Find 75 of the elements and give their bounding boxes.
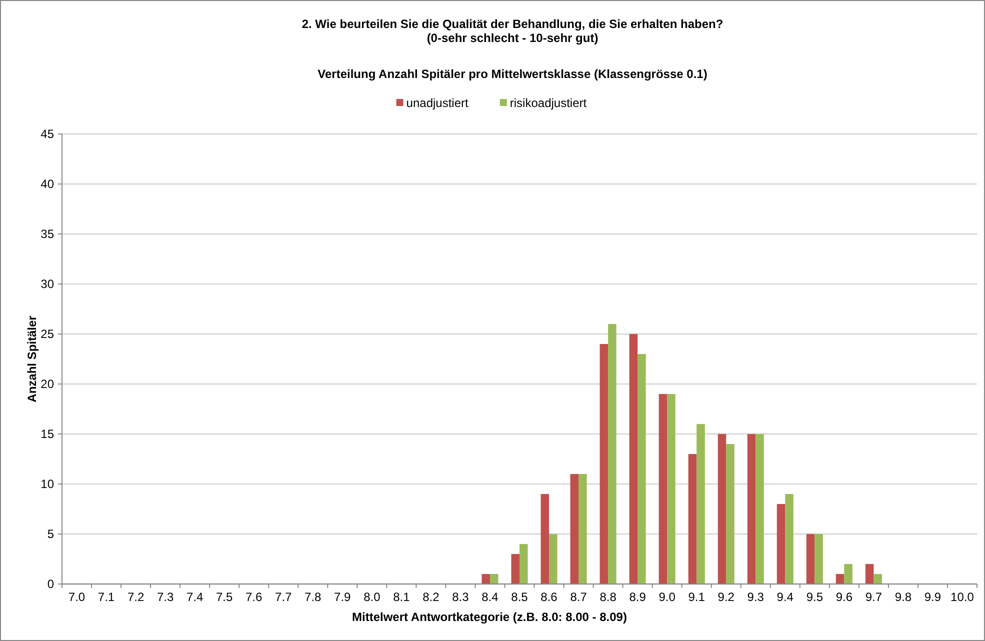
y-tick-label: 10 — [40, 477, 54, 491]
x-tick-label: 7.9 — [334, 590, 352, 604]
bar — [570, 474, 579, 584]
bar — [696, 424, 705, 584]
bar — [608, 324, 616, 584]
y-tick-label: 45 — [40, 127, 54, 141]
y-tick-label: 5 — [47, 527, 54, 541]
bar — [776, 504, 786, 584]
x-tick-label: 9.2 — [718, 590, 735, 604]
x-tick-label: 8.9 — [629, 590, 646, 604]
legend-label: risikoadjustiert — [510, 96, 588, 110]
bar — [638, 354, 646, 584]
x-tick-label: 7.4 — [186, 590, 204, 604]
chart-title: 2. Wie beurteilen Sie die Qualität der Behandlung, die Sie erhalten haben? (0-sehr schlecht - 10-sehr gut) — [302, 17, 724, 45]
y-tick-label: 40 — [40, 177, 54, 191]
x-tick-label: 9.6 — [836, 590, 853, 604]
bar — [785, 494, 794, 584]
x-tick-label: 9.3 — [747, 590, 764, 604]
x-tick-label: 9.5 — [806, 590, 824, 604]
bar — [806, 534, 815, 584]
bar — [814, 534, 823, 584]
bar — [629, 334, 638, 584]
x-tick-label: 9.8 — [894, 590, 912, 604]
x-tick-label: 8.5 — [511, 590, 528, 604]
chart-subtitle: Verteilung Anzahl Spitäler pro Mittelwertsklasse (Klassengrösse 0.1) — [318, 67, 708, 81]
x-tick-label: 7.6 — [246, 590, 263, 604]
bar — [844, 564, 852, 584]
x-tick-label: 8.3 — [452, 590, 470, 604]
x-tick-label: 9.1 — [688, 590, 706, 604]
y-axis-title: Anzahl Spitäler — [25, 315, 39, 402]
bar — [718, 434, 726, 584]
x-tick-label: 9.0 — [658, 590, 676, 604]
x-tick-label: 10.0 — [950, 590, 974, 604]
bar — [578, 474, 587, 584]
x-axis-title: Mittelwert Antwortkategorie (z.B. 8.0: 8.00 - 8.09) — [352, 610, 627, 624]
legend-label: unadjustiert — [406, 96, 470, 110]
x-tick-label: 9.4 — [776, 590, 794, 604]
bar — [520, 544, 528, 584]
x-tick-label: 9.7 — [865, 590, 882, 604]
y-tick-label: 35 — [40, 227, 54, 241]
bar — [482, 574, 490, 584]
x-tick-label: 8.1 — [393, 590, 410, 604]
bar — [549, 534, 558, 584]
x-tick-label: 7.1 — [98, 590, 115, 604]
x-tick-label: 7.7 — [275, 590, 292, 604]
x-tick-label: 7.0 — [68, 590, 86, 604]
bar — [865, 564, 874, 584]
bar — [540, 494, 550, 584]
x-tick-label: 8.0 — [364, 590, 381, 604]
x-tick-label: 8.4 — [482, 590, 499, 604]
bar — [747, 434, 756, 584]
x-tick-label: 8.2 — [422, 590, 440, 604]
x-tick-label: 8.7 — [570, 590, 588, 604]
bar — [658, 394, 668, 584]
x-tick-label: 7.8 — [304, 590, 322, 604]
bar — [667, 394, 676, 584]
x-tick-label: 8.6 — [540, 590, 558, 604]
bar — [490, 574, 498, 584]
x-tick-label: 9.9 — [924, 590, 942, 604]
bar — [726, 444, 734, 584]
bar — [600, 344, 608, 584]
bar — [756, 434, 764, 584]
y-tick-label: 30 — [40, 277, 54, 291]
bar — [874, 574, 882, 584]
x-tick-label: 7.5 — [216, 590, 234, 604]
y-tick-label: 0 — [47, 577, 54, 591]
bar — [688, 454, 697, 584]
bar — [511, 554, 520, 584]
bar — [836, 574, 844, 584]
x-tick-label: 7.2 — [127, 590, 144, 604]
x-tick-label: 8.8 — [600, 590, 617, 604]
y-tick-label: 15 — [40, 427, 54, 441]
x-tick-label: 7.3 — [156, 590, 174, 604]
y-tick-label: 25 — [40, 327, 54, 341]
y-tick-label: 20 — [40, 377, 54, 391]
